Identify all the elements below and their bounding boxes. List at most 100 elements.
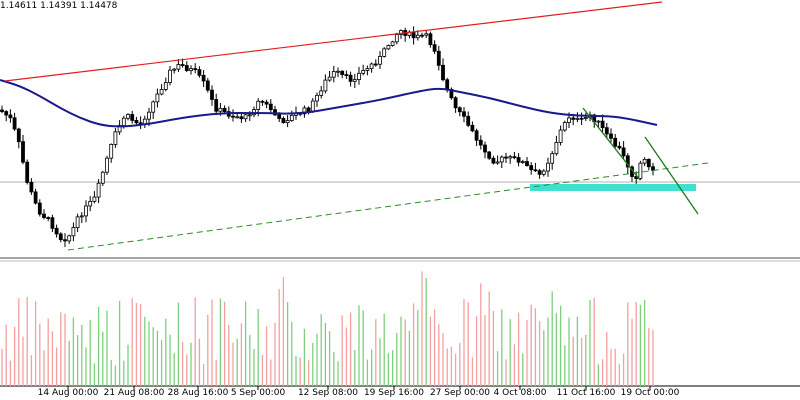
candle <box>130 110 135 124</box>
short-trendline-1[interactable] <box>582 107 641 181</box>
bear-candle-body <box>436 50 441 66</box>
candle <box>252 106 256 118</box>
bear-candle-body <box>453 97 458 109</box>
bull-candle-body <box>71 227 76 237</box>
bear-candle-body <box>537 170 542 175</box>
candle <box>323 74 328 94</box>
candle <box>390 40 395 47</box>
bear-candle-body <box>231 115 235 118</box>
bull-candle-body <box>390 41 395 46</box>
bear-candle-body <box>373 63 378 66</box>
bull-candle-body <box>310 100 315 112</box>
bull-candle-body <box>147 111 151 120</box>
bull-candle-body <box>243 114 248 120</box>
bear-candle-body <box>533 169 538 172</box>
bear-candle-body <box>29 182 34 193</box>
bear-candle-body <box>210 89 214 100</box>
candle <box>432 40 437 55</box>
time-axis-label: 4 Oct 08:00 <box>493 388 547 398</box>
candle <box>495 155 500 165</box>
bull-candle-body <box>583 117 588 119</box>
bear-candle-body <box>193 68 198 71</box>
support-zone-rectangle[interactable] <box>530 184 696 191</box>
candle <box>558 125 563 146</box>
candle <box>71 222 76 242</box>
bull-candle-body <box>319 90 324 96</box>
time-axis-label: 19 Sep 16:00 <box>363 388 425 398</box>
candle <box>79 212 84 224</box>
bull-candle-body <box>541 170 546 175</box>
bear-candle-body <box>466 115 471 126</box>
bull-candle-body <box>596 120 601 123</box>
bull-candle-body <box>168 69 172 83</box>
bear-candle-body <box>432 44 437 52</box>
candle <box>134 116 139 125</box>
candle <box>205 77 210 93</box>
candle <box>638 160 643 181</box>
candle <box>516 153 521 167</box>
bear-candle-body <box>273 109 277 116</box>
bull-candle-body <box>88 200 93 207</box>
bear-candle-body <box>579 117 584 120</box>
candle <box>361 64 366 76</box>
candle <box>386 44 391 50</box>
moving-average-line[interactable] <box>0 79 658 128</box>
candle <box>327 70 332 82</box>
bear-candle-body <box>4 111 9 116</box>
candle <box>92 191 97 204</box>
bull-candle-body <box>126 114 130 119</box>
bear-candle-body <box>474 130 479 141</box>
bull-candle-body <box>424 33 429 36</box>
candle <box>617 141 622 150</box>
bear-candle-body <box>646 158 651 168</box>
candle <box>575 112 580 123</box>
bear-candle-body <box>491 157 496 164</box>
candle <box>176 59 181 72</box>
candle <box>37 199 42 217</box>
bear-candle-body <box>344 74 349 76</box>
bull-candle-body <box>336 70 340 73</box>
candle <box>302 105 307 118</box>
bull-candle-body <box>218 107 223 112</box>
bear-candle-body <box>54 227 59 235</box>
bear-candle-body <box>260 100 265 103</box>
bull-candle-body <box>399 30 403 35</box>
bear-candle-body <box>268 103 273 111</box>
bull-candle-body <box>235 116 240 119</box>
bull-candle-body <box>256 100 261 110</box>
lower-dashed-trendline[interactable] <box>67 162 709 251</box>
candle <box>403 27 408 42</box>
candle <box>273 105 277 116</box>
candle <box>554 135 559 156</box>
bull-candle-body <box>100 171 105 184</box>
bear-candle-body <box>222 107 227 112</box>
candle <box>352 73 357 88</box>
candle <box>491 155 496 165</box>
bull-candle-body <box>323 79 328 92</box>
bear-candle-body <box>58 233 63 241</box>
bull-candle-body <box>302 107 307 115</box>
bear-candle-body <box>205 80 210 91</box>
candle <box>105 155 109 176</box>
time-axis-label: 5 Sep 00:00 <box>230 388 286 398</box>
bull-candle-body <box>558 129 563 143</box>
bull-candle-body <box>554 142 559 155</box>
candle <box>621 141 626 160</box>
candle <box>260 99 265 106</box>
short-trendline-2[interactable] <box>644 136 699 215</box>
candle <box>625 153 630 174</box>
candle <box>504 152 508 164</box>
bear-candle-body <box>525 161 529 167</box>
bull-candle-body <box>163 82 168 90</box>
candle <box>12 112 17 132</box>
candle <box>520 159 525 164</box>
bear-candle-body <box>462 111 466 117</box>
candle <box>281 116 286 124</box>
bear-candle-body <box>348 74 353 82</box>
bear-candle-body <box>8 114 13 119</box>
upper-trendline[interactable] <box>4 1 663 82</box>
candle <box>499 155 504 169</box>
bull-candle-body <box>315 94 319 102</box>
candle <box>424 30 429 39</box>
